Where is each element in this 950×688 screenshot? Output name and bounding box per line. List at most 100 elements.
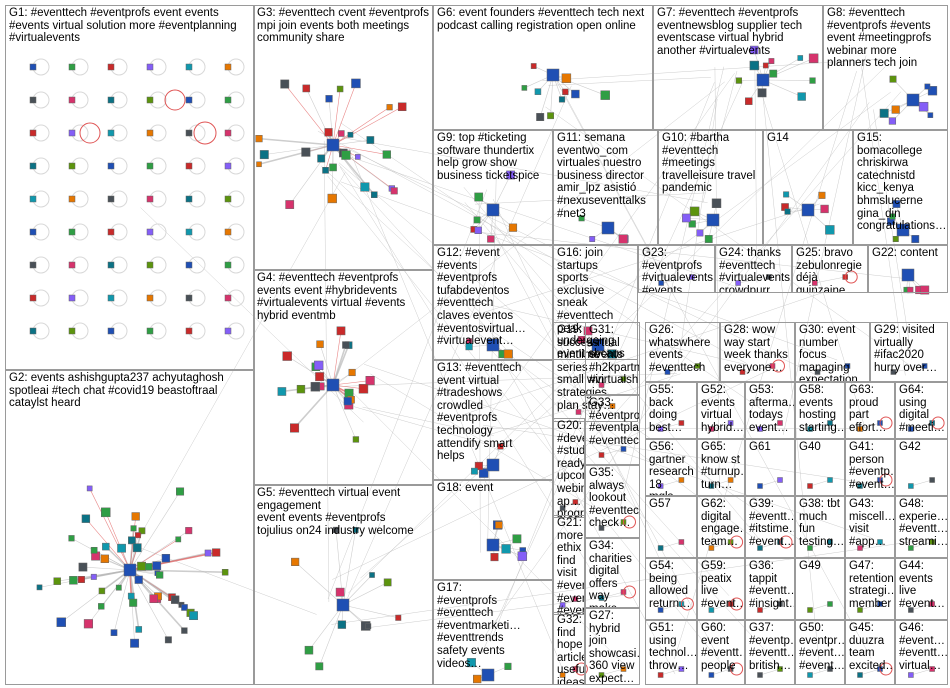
network-node bbox=[589, 236, 596, 242]
group-box-g21: G21: more ethix find visit #eventpro… #e… bbox=[553, 515, 585, 615]
network-node bbox=[69, 576, 78, 585]
cross-group-edge bbox=[128, 543, 317, 615]
network-node bbox=[77, 576, 85, 583]
network-node bbox=[757, 545, 763, 551]
cross-group-edge bbox=[619, 66, 725, 510]
network-edge bbox=[293, 384, 334, 429]
network-edge bbox=[859, 668, 881, 676]
network-node bbox=[487, 235, 495, 243]
network-edge bbox=[308, 604, 344, 651]
network-node bbox=[657, 483, 664, 489]
group-box-g32: G32: find hope article useful ideas… bbox=[553, 612, 585, 685]
group-box-g35: G35: always lookout #eventtech check… bbox=[585, 465, 640, 538]
network-node bbox=[115, 584, 122, 591]
group-box-g44: G44: events live #event… bbox=[895, 558, 948, 620]
network-node bbox=[224, 327, 232, 335]
network-node bbox=[471, 467, 478, 475]
group-box-g51: G51: using technol… throw… bbox=[645, 620, 697, 685]
network-edge bbox=[762, 79, 802, 97]
network-node bbox=[598, 672, 605, 678]
network-edge bbox=[711, 603, 731, 611]
network-node bbox=[132, 543, 142, 553]
group-label: G37: #eventp… #eventt… british… bbox=[749, 622, 795, 672]
cross-group-edge bbox=[714, 67, 720, 483]
network-node bbox=[891, 105, 900, 114]
group-label: G29: visited virtually #ifac2020 hurry o… bbox=[874, 324, 938, 374]
group-label: G59: peatix live #event… bbox=[701, 560, 745, 610]
network-node bbox=[185, 228, 193, 236]
network-node bbox=[68, 96, 76, 104]
cross-group-edge bbox=[348, 148, 821, 378]
group-box-g15: G15: bomacollege chriskirwa catechnistd … bbox=[853, 130, 948, 245]
group-box-g36: G36: tappit #eventt… #insight… bbox=[745, 558, 795, 620]
network-node bbox=[508, 223, 518, 232]
cross-group-edge bbox=[489, 224, 720, 660]
network-edge bbox=[332, 144, 387, 155]
network-node bbox=[797, 55, 804, 61]
group-label: G35: always lookout #eventtech check… bbox=[589, 467, 640, 530]
network-node bbox=[598, 382, 605, 388]
group-label: G9: top #ticketing software thundertix h… bbox=[437, 132, 540, 182]
network-node bbox=[146, 129, 154, 137]
network-edge bbox=[601, 668, 624, 676]
group-label: G40 bbox=[799, 441, 821, 453]
network-node bbox=[117, 543, 126, 553]
network-edge bbox=[264, 144, 334, 155]
cross-group-edge bbox=[320, 165, 496, 327]
group-box-g33: G33: #eventpro… #eventpla… #eventtech bbox=[585, 395, 640, 465]
group-label: G39: #eventt… #itstime… #event… bbox=[749, 498, 795, 548]
network-hub-node bbox=[546, 68, 560, 82]
network-node bbox=[768, 58, 775, 64]
cross-group-edge bbox=[347, 66, 886, 594]
network-node bbox=[56, 617, 66, 627]
network-node bbox=[530, 63, 537, 69]
network-node bbox=[107, 294, 115, 302]
group-box-g30: G30: event number focus managing expecta… bbox=[795, 322, 870, 382]
network-node bbox=[366, 136, 375, 144]
cross-group-edge bbox=[342, 154, 755, 294]
network-node bbox=[583, 326, 593, 336]
network-node bbox=[100, 554, 109, 563]
network-node bbox=[170, 595, 180, 604]
network-node bbox=[29, 129, 37, 137]
network-node bbox=[657, 607, 664, 613]
cross-group-edge bbox=[140, 172, 346, 536]
network-node bbox=[128, 536, 136, 545]
network-hub-node bbox=[801, 203, 815, 217]
cross-group-edge bbox=[860, 60, 906, 376]
network-node bbox=[146, 63, 154, 71]
network-edge bbox=[859, 479, 881, 487]
group-label: G25: bravo zebulonregie déjà quinzaine d… bbox=[796, 247, 862, 293]
network-edge bbox=[342, 529, 356, 606]
group-label: G50: eventpr… #event… #event… bbox=[799, 622, 845, 672]
network-node bbox=[927, 112, 934, 118]
network-node bbox=[497, 443, 504, 450]
network-node bbox=[343, 397, 352, 406]
group-label: G56: gartner research 18 mqls… bbox=[649, 441, 694, 495]
network-edge bbox=[578, 405, 613, 413]
network-node bbox=[68, 294, 76, 302]
network-node bbox=[224, 228, 232, 236]
group-box-g56: G56: gartner research 18 mqls… bbox=[645, 439, 697, 496]
network-node bbox=[314, 360, 324, 371]
cross-group-edge bbox=[360, 376, 586, 579]
network-edge bbox=[332, 384, 357, 440]
self-loop bbox=[730, 597, 744, 611]
network-node bbox=[562, 88, 569, 96]
cross-group-edge bbox=[873, 109, 913, 360]
cross-group-edge bbox=[370, 373, 611, 518]
network-hub-node bbox=[123, 563, 137, 577]
network-hub-node bbox=[486, 338, 500, 352]
network-node bbox=[784, 208, 791, 215]
cross-group-edge bbox=[317, 130, 748, 364]
network-node bbox=[757, 88, 767, 98]
network-node bbox=[807, 426, 813, 432]
cross-group-edge bbox=[354, 406, 487, 445]
group-label: G61 bbox=[749, 441, 771, 453]
network-node bbox=[929, 477, 935, 483]
group-label: G44: events live #event… bbox=[899, 560, 946, 610]
group-box-g58: G58: events hosting starting… bbox=[795, 382, 845, 439]
network-edge bbox=[759, 668, 781, 676]
network-node bbox=[149, 594, 158, 604]
group-box-g3: G3: #eventtech cvent #eventprofs mpi joi… bbox=[253, 5, 433, 270]
